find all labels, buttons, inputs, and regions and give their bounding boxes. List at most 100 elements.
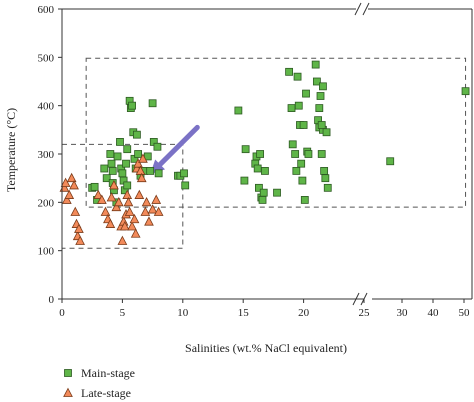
main-stage-point xyxy=(146,167,155,175)
late-stage-point xyxy=(147,204,158,214)
x-tick-label: 40 xyxy=(428,307,440,319)
late-stage-point xyxy=(119,221,130,231)
main-stage-point xyxy=(312,77,321,86)
late-stage-point xyxy=(61,194,72,204)
axes xyxy=(58,2,473,306)
dashed-region-box xyxy=(85,57,467,208)
late-stage-point xyxy=(64,189,75,199)
main-stage-point xyxy=(311,60,320,69)
main-stage-point xyxy=(319,82,327,91)
main-stage-point xyxy=(287,104,296,112)
main-stage-point xyxy=(234,106,243,115)
main-stage-point xyxy=(256,150,265,158)
late-stage-point xyxy=(117,235,128,245)
main-stage-point xyxy=(134,150,143,158)
main-stage-point xyxy=(323,183,332,192)
main-stage-point xyxy=(316,92,325,100)
legend-label-late-stage: Late-stage xyxy=(81,386,131,400)
x-axis-title: Salinities (wt.% NaCl equivalent) xyxy=(185,341,347,355)
y-tick-label: 400 xyxy=(38,101,55,113)
data-series xyxy=(59,60,470,245)
late-stage-point xyxy=(100,206,111,216)
main-stage-point xyxy=(320,167,329,175)
main-stage-point xyxy=(106,150,115,158)
x-tick-label: 15 xyxy=(238,307,250,319)
main-stage-point xyxy=(153,142,162,151)
main-stage-point xyxy=(292,167,301,175)
main-stage-point xyxy=(181,181,190,190)
main-stage-point xyxy=(298,176,307,185)
late-stage-point xyxy=(133,158,143,168)
main-stage-point xyxy=(123,181,132,190)
late-stage-point xyxy=(111,201,122,212)
main-stage-point xyxy=(258,196,267,204)
late-stage-point xyxy=(130,228,141,238)
late-stage-point xyxy=(127,221,137,231)
main-stage-point xyxy=(317,121,326,129)
x-tick-label: 50 xyxy=(459,307,471,319)
axis-break-mark xyxy=(352,292,360,306)
main-stage-point xyxy=(322,128,331,137)
late-stage-point xyxy=(113,196,124,207)
y-tick-label: 500 xyxy=(38,52,55,64)
main-stage-point xyxy=(107,159,116,168)
main-stage-point xyxy=(461,87,470,96)
late-stage-point xyxy=(135,165,146,175)
legend-marker-main-stage xyxy=(64,369,72,377)
late-stage-point xyxy=(93,189,104,199)
main-stage-point xyxy=(116,138,124,146)
main-stage-point xyxy=(294,101,303,110)
x-tick-label: 10 xyxy=(177,307,189,319)
y-tick-label: 200 xyxy=(38,197,55,209)
main-stage-point xyxy=(255,183,263,192)
main-stage-point xyxy=(253,164,262,173)
late-stage-point xyxy=(144,216,154,226)
main-stage-point xyxy=(304,150,313,158)
late-stage-point xyxy=(134,189,145,199)
axis-break-mark xyxy=(362,2,370,16)
main-stage-point xyxy=(240,176,249,185)
legend-label-main-stage: Main-stage xyxy=(81,366,135,380)
main-stage-point xyxy=(285,67,294,76)
late-stage-point xyxy=(109,180,119,190)
late-stage-point xyxy=(74,223,84,233)
y-tick-label: 100 xyxy=(38,246,55,258)
main-stage-point xyxy=(128,101,136,110)
late-stage-point xyxy=(106,192,117,202)
late-stage-point xyxy=(97,194,107,204)
y-tick-label: 600 xyxy=(38,4,55,16)
late-stage-point xyxy=(69,180,79,190)
main-stage-point xyxy=(288,140,297,149)
y-tick-label: 0 xyxy=(49,294,55,306)
late-stage-point xyxy=(153,206,164,216)
tick-labels: 0 100 200 300 400 500 600 0 5 10 15 20 25 30 40 50 xyxy=(38,4,471,319)
main-stage-point xyxy=(299,121,308,129)
arrow-shaft xyxy=(157,124,200,167)
main-stage-point xyxy=(259,188,268,197)
x-tick-label: 20 xyxy=(298,307,310,319)
legend-marker-late-stage xyxy=(63,387,73,397)
main-stage-point xyxy=(154,169,163,178)
main-stage-point xyxy=(90,182,99,191)
main-stage-point xyxy=(300,196,309,204)
late-stage-point xyxy=(136,172,147,183)
main-stage-point xyxy=(241,145,250,154)
main-stage-point xyxy=(108,167,117,175)
main-stage-point xyxy=(148,99,157,108)
main-stage-point xyxy=(118,169,127,178)
main-stage-point xyxy=(321,174,330,183)
late-stage-point xyxy=(66,172,77,183)
main-stage-point xyxy=(180,169,188,178)
axis-break-mark xyxy=(354,2,362,16)
main-stage-point xyxy=(297,159,306,168)
y-tick-label: 300 xyxy=(38,149,55,161)
late-stage-point xyxy=(60,177,71,187)
main-stage-point xyxy=(122,159,130,168)
x-tick-label: 0 xyxy=(59,307,65,319)
main-stage-point xyxy=(100,164,109,173)
x-tick-label: 30 xyxy=(397,307,409,319)
main-stage-point xyxy=(386,157,395,166)
main-stage-point xyxy=(132,130,141,139)
late-stage-point xyxy=(141,196,152,207)
